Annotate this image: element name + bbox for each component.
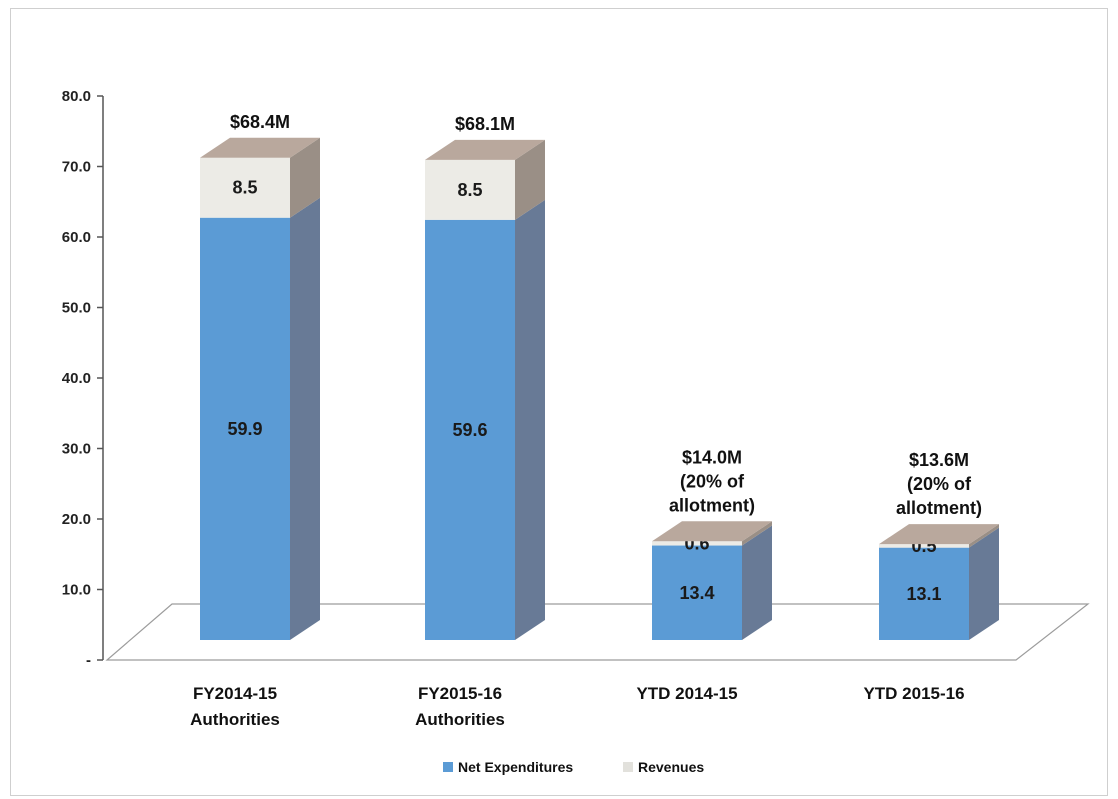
bar-value-label: 13.4	[679, 583, 714, 603]
bar-revenues	[425, 159, 515, 220]
x-axis-category-label: Authorities	[415, 710, 505, 729]
bar-top-face	[652, 521, 772, 542]
legend-swatch	[623, 762, 633, 772]
bar-net-expenditures	[652, 545, 742, 640]
bar-side-net-expenditures	[290, 197, 320, 640]
bar-total-label: $68.4M	[230, 112, 290, 132]
chart-frame	[10, 8, 1108, 796]
bar-side-revenues	[969, 524, 999, 548]
y-axis-tick-label: 20.0	[62, 511, 91, 528]
legend-swatch	[443, 762, 453, 772]
bar-value-label: 59.6	[452, 420, 487, 440]
x-axis-category-label: FY2015-16	[418, 684, 502, 703]
bar-side-net-expenditures	[969, 527, 999, 640]
bar-value-label: 59.9	[227, 419, 262, 439]
y-axis-tick-label: -	[86, 652, 91, 669]
y-axis-tick-label: 80.0	[62, 88, 91, 105]
bar-total-label: (20% of	[907, 474, 972, 494]
x-axis-category-label: YTD 2015-16	[863, 684, 964, 703]
bar-side-revenues	[290, 137, 320, 218]
legend-label: Net Expenditures	[458, 759, 573, 775]
bar-total-label: $13.6M	[909, 450, 969, 470]
x-axis-category-label: FY2014-15	[193, 684, 277, 703]
bar-side-revenues	[515, 139, 545, 220]
x-axis-category-label: Authorities	[190, 710, 280, 729]
bar-top-face	[879, 524, 999, 545]
bar-revenues	[879, 544, 969, 548]
bar-side-net-expenditures	[515, 199, 545, 640]
y-axis-tick-label: 40.0	[62, 370, 91, 387]
bar-top-face	[200, 137, 320, 158]
bar-total-label: (20% of	[680, 471, 745, 491]
bar-top-face	[425, 139, 545, 160]
bar-total-label: allotment)	[896, 498, 982, 518]
y-axis-tick-label: 30.0	[62, 441, 91, 458]
bar-value-label: 8.5	[457, 180, 482, 200]
chart-floor	[105, 603, 1090, 661]
legend-label: Revenues	[638, 759, 704, 775]
y-axis-tick-label: 50.0	[62, 300, 91, 317]
bar-revenues	[200, 157, 290, 218]
bar-total-label: $68.1M	[455, 114, 515, 134]
bar-revenues	[652, 541, 742, 546]
bar-total-label: allotment)	[669, 495, 755, 515]
y-axis-tick-label: 70.0	[62, 159, 91, 176]
bar-net-expenditures	[200, 217, 290, 640]
bar-side-revenues	[742, 521, 772, 546]
y-axis-tick-label: 60.0	[62, 229, 91, 246]
x-axis-category-label: YTD 2014-15	[636, 684, 737, 703]
bar-total-label: $14.0M	[682, 447, 742, 467]
bar-value-label: 8.5	[232, 178, 257, 198]
bar-value-label: 13.1	[906, 584, 941, 604]
bar-net-expenditures	[879, 547, 969, 640]
y-axis-tick-label: 10.0	[62, 582, 91, 599]
bar-net-expenditures	[425, 219, 515, 640]
bar-side-net-expenditures	[742, 525, 772, 640]
